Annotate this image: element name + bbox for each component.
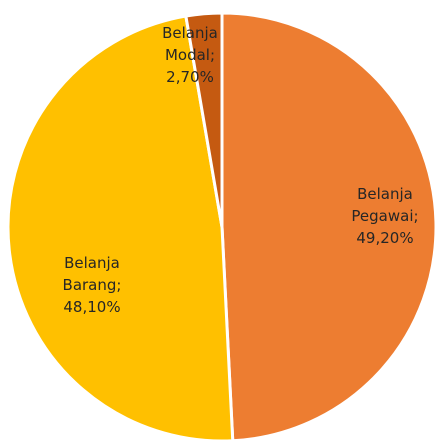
data-label: Belanja Modal; 2,70%: [162, 24, 218, 86]
pie-slice: [184, 11, 224, 228]
data-label: Belanja Barang; 48,10%: [63, 254, 122, 316]
pie-slice: [220, 11, 436, 441]
pie-slice: [6, 14, 235, 441]
data-label: Belanja Pegawai; 49,20%: [351, 185, 418, 247]
